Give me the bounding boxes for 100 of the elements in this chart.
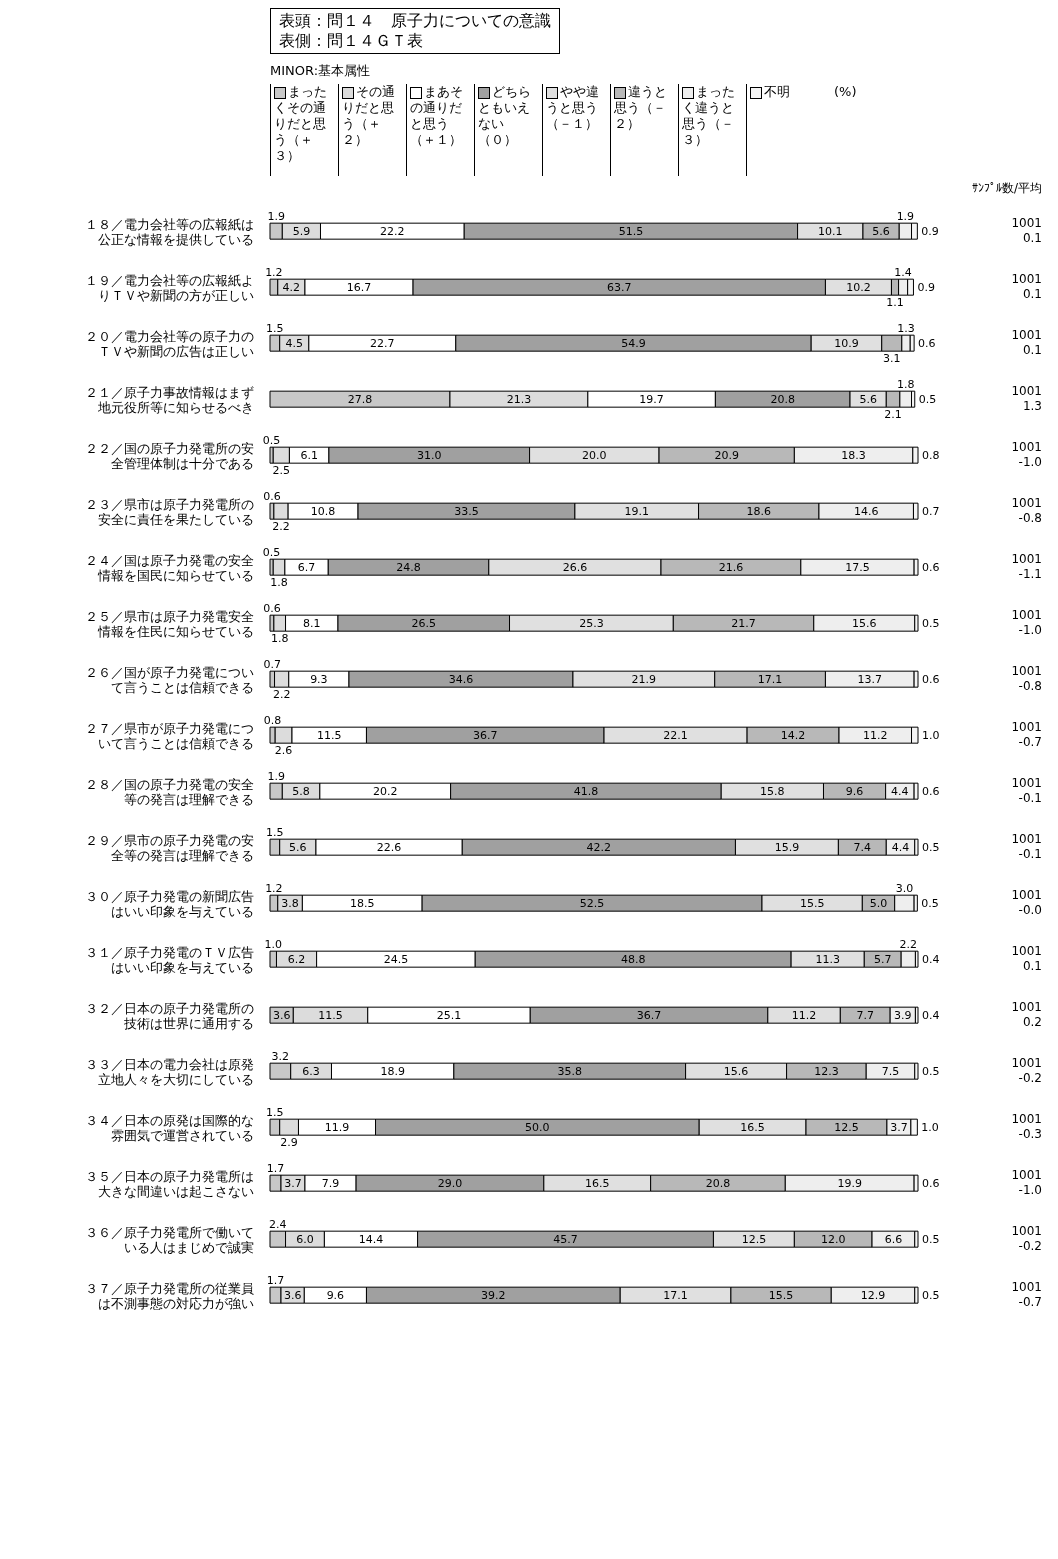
y-tick-label: ３３／日本の電力会社は原発立地人々を大切にしている bbox=[85, 1056, 254, 1087]
data-label: 7.4 bbox=[853, 841, 872, 855]
legend-label: まったく違うと思う（－３） bbox=[678, 84, 746, 176]
data-label: 18.3 bbox=[841, 449, 866, 463]
data-label: 0.4 bbox=[922, 953, 940, 967]
y-tick-label: ２２／国の原子力発電所の安全管理体制は十分である bbox=[85, 440, 254, 471]
data-label: 5.8 bbox=[292, 785, 310, 799]
data-label: 0.6 bbox=[918, 337, 936, 351]
data-label: 1.2 bbox=[265, 266, 283, 280]
data-label: 1.0 bbox=[922, 729, 940, 743]
text: 1001 -0.1 bbox=[1011, 776, 1042, 806]
data-label: 17.1 bbox=[663, 1289, 688, 1303]
data-label: 15.8 bbox=[760, 785, 785, 799]
data-label: 22.1 bbox=[663, 729, 688, 743]
data-label: 0.6 bbox=[922, 1177, 940, 1191]
data-label: 5.6 bbox=[872, 225, 890, 239]
data-label: 0.6 bbox=[922, 561, 940, 575]
y-tick-label: ３７／原子力発電所の従業員は不測事態の対応力が強い bbox=[85, 1280, 254, 1311]
data-label: 19.1 bbox=[624, 505, 649, 519]
data-label: 6.6 bbox=[884, 1233, 903, 1247]
y-tick-label: ３０／原子力発電の新聞広告はいい印象を与えている bbox=[85, 888, 254, 919]
legend-label: 違うと思う（－２） bbox=[610, 84, 678, 176]
data-label: 0.8 bbox=[922, 449, 940, 463]
data-label: 0.5 bbox=[922, 1233, 940, 1247]
data-label: 14.2 bbox=[780, 729, 806, 743]
text: 1001 -1.0 bbox=[1011, 1168, 1042, 1198]
y-tick-label: ２１／原子力事故情報はまず地元役所等に知らせるべき bbox=[85, 384, 254, 415]
data-label: 8.1 bbox=[303, 617, 321, 631]
text: 1001 -1.1 bbox=[1011, 552, 1042, 582]
y-tick-label: ２４／国は原子力発電の安全情報を国民に知らせている bbox=[85, 552, 254, 583]
data-label: 0.5 bbox=[921, 897, 939, 911]
data-label: 54.9 bbox=[621, 337, 646, 351]
data-label: 20.2 bbox=[372, 785, 398, 799]
data-label: 45.7 bbox=[553, 1233, 578, 1247]
data-label: 39.2 bbox=[481, 1289, 506, 1303]
data-label: 24.5 bbox=[383, 953, 409, 967]
data-label: 5.6 bbox=[859, 393, 877, 407]
data-label: 3.8 bbox=[281, 897, 299, 911]
text: 1001 -1.0 bbox=[1011, 440, 1042, 470]
data-label: 0.5 bbox=[262, 434, 281, 448]
data-label: 48.8 bbox=[620, 953, 646, 967]
data-label: 0.4 bbox=[922, 1009, 940, 1023]
data-label: 2.4 bbox=[269, 1218, 287, 1232]
data-label: 51.5 bbox=[618, 225, 644, 239]
data-label: 17.5 bbox=[845, 561, 870, 575]
data-label: 0.7 bbox=[263, 658, 282, 672]
text: 1001 0.1 bbox=[1011, 272, 1042, 302]
data-label: 9.6 bbox=[845, 785, 864, 799]
data-label: 5.9 bbox=[292, 225, 311, 239]
text: (%) bbox=[834, 84, 857, 99]
data-label: 26.6 bbox=[562, 561, 588, 575]
y-tick-label: ２０／電力会社等の原子力のＴＶや新聞の広告は正しい bbox=[85, 328, 254, 359]
data-label: 1.4 bbox=[894, 266, 912, 280]
legend-label: 不明 bbox=[746, 84, 814, 176]
data-label: 22.7 bbox=[370, 337, 395, 351]
data-label: 50.0 bbox=[525, 1121, 550, 1135]
chart-subtitle: 表側：問１４ＧＴ表 bbox=[279, 31, 424, 51]
data-label: 20.8 bbox=[705, 1177, 731, 1191]
data-label: 11.5 bbox=[318, 1009, 343, 1023]
data-label: 13.7 bbox=[857, 673, 883, 687]
data-label: 0.9 bbox=[921, 225, 939, 239]
y-tick-label: ２８／国の原子力発電の安全等の発言は理解できる bbox=[85, 776, 254, 807]
y-tick-label: ３２／日本の原子力発電所の技術は世界に通用する bbox=[85, 1000, 254, 1031]
data-label: 6.2 bbox=[287, 953, 306, 967]
data-label: 1.3 bbox=[897, 322, 915, 336]
data-label: 0.8 bbox=[263, 714, 282, 728]
data-label: 10.8 bbox=[310, 505, 336, 519]
text: 1001 -0.0 bbox=[1011, 888, 1042, 918]
data-label: 36.7 bbox=[472, 729, 498, 743]
y-tick-label: ２９／県市の原子力発電の安全等の発言は理解できる bbox=[85, 832, 254, 863]
data-label: 10.1 bbox=[818, 225, 843, 239]
legend-label: まあその通りだと思う（＋１） bbox=[406, 84, 474, 176]
data-label: 3.7 bbox=[890, 1121, 908, 1135]
data-label: 6.7 bbox=[297, 561, 316, 575]
y-tick-label: ３６／原子力発電所で働いている人はまじめで誠実 bbox=[85, 1224, 254, 1255]
y-tick-label: ３５／日本の原子力発電所は大きな間違いは起こさない bbox=[85, 1168, 254, 1199]
data-label: 1.8 bbox=[270, 632, 289, 646]
data-label: 11.2 bbox=[791, 1009, 817, 1023]
data-label: 1.5 bbox=[266, 826, 284, 840]
text: MINOR:基本属性 bbox=[270, 62, 372, 80]
data-label: 27.8 bbox=[347, 393, 373, 407]
data-label: 9.6 bbox=[326, 1289, 345, 1303]
data-label: 20.9 bbox=[714, 449, 739, 463]
data-label: 18.9 bbox=[380, 1065, 405, 1079]
data-label: 11.3 bbox=[815, 953, 840, 967]
text: 1001 0.1 bbox=[1011, 944, 1042, 974]
data-label: 4.4 bbox=[891, 841, 910, 855]
data-label: 6.3 bbox=[302, 1065, 320, 1079]
legend-label: やや違うと思う（－１） bbox=[542, 84, 610, 176]
data-label: 35.8 bbox=[557, 1065, 582, 1079]
data-label: 36.7 bbox=[636, 1009, 662, 1023]
text: 1001 -0.8 bbox=[1011, 664, 1042, 694]
data-label: 1.9 bbox=[267, 770, 285, 784]
data-label: 1.7 bbox=[266, 1274, 285, 1288]
y-tick-label: ２５／県市は原子力発電安全情報を住民に知らせている bbox=[85, 608, 254, 639]
data-label: 41.8 bbox=[573, 785, 599, 799]
data-label: 1.1 bbox=[886, 296, 904, 310]
text: ｻﾝﾌﾟﾙ数/平均 bbox=[970, 180, 1043, 197]
data-label: 52.5 bbox=[579, 897, 605, 911]
data-label: 1.7 bbox=[266, 1162, 285, 1176]
